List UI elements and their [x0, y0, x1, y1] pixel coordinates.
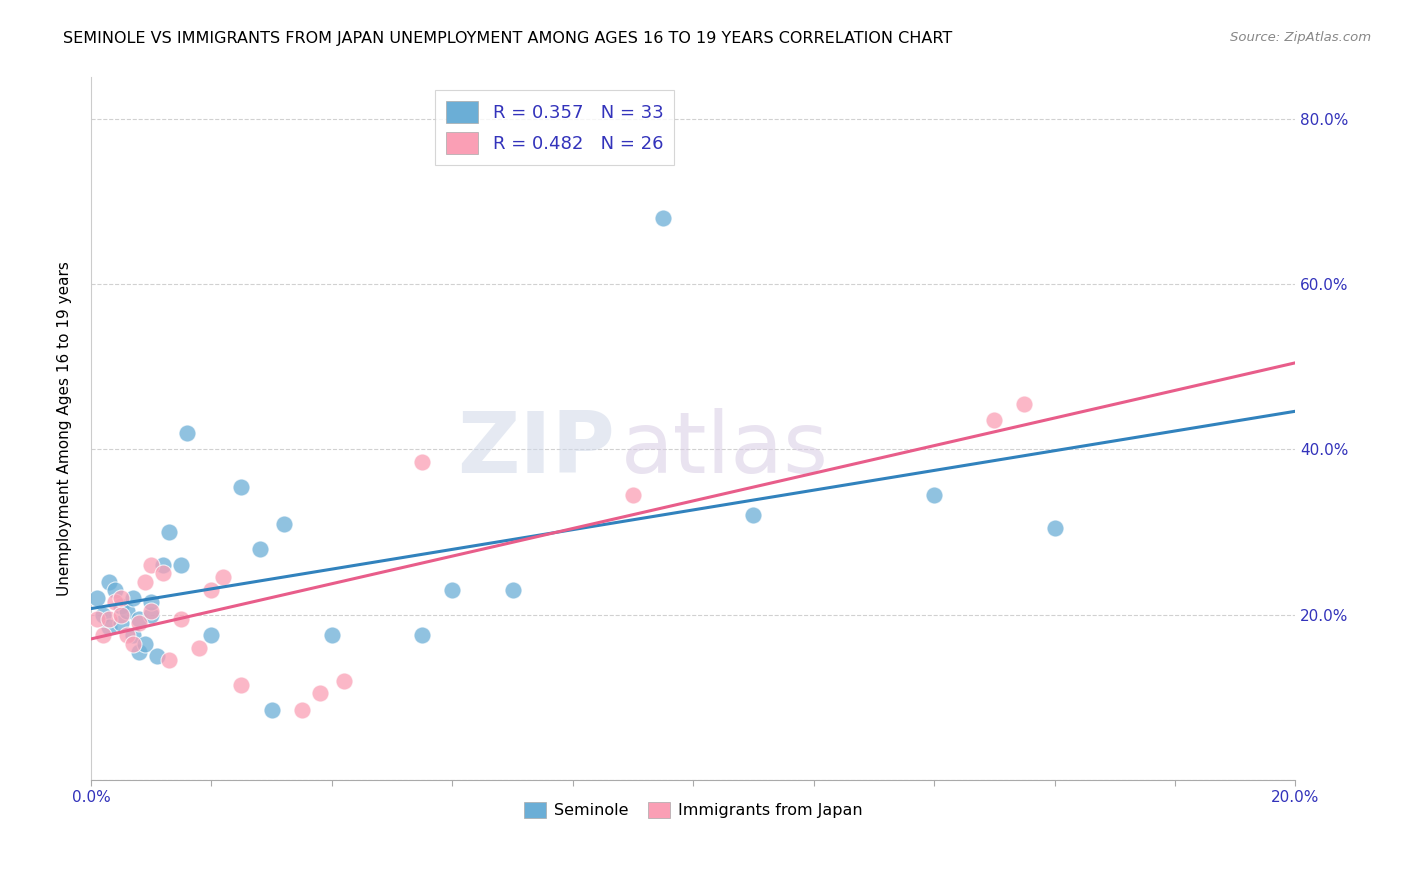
- Point: [922, 488, 945, 502]
- Point: [122, 637, 145, 651]
- Point: [249, 541, 271, 556]
- Point: [110, 591, 132, 606]
- Legend: Seminole, Immigrants from Japan: Seminole, Immigrants from Japan: [517, 796, 869, 825]
- Point: [115, 628, 138, 642]
- Point: [141, 595, 163, 609]
- Point: [98, 574, 121, 589]
- Point: [308, 686, 330, 700]
- Point: [152, 558, 174, 572]
- Point: [157, 653, 180, 667]
- Point: [122, 628, 145, 642]
- Point: [91, 628, 114, 642]
- Point: [333, 673, 356, 688]
- Point: [98, 612, 121, 626]
- Point: [146, 648, 169, 663]
- Point: [128, 645, 150, 659]
- Point: [652, 211, 675, 225]
- Point: [152, 566, 174, 581]
- Point: [291, 703, 314, 717]
- Point: [170, 558, 193, 572]
- Point: [742, 508, 765, 523]
- Y-axis label: Unemployment Among Ages 16 to 19 years: Unemployment Among Ages 16 to 19 years: [58, 261, 72, 596]
- Point: [110, 599, 132, 614]
- Point: [91, 607, 114, 622]
- Point: [212, 570, 235, 584]
- Point: [170, 612, 193, 626]
- Point: [502, 582, 524, 597]
- Point: [98, 620, 121, 634]
- Point: [621, 488, 644, 502]
- Point: [157, 524, 180, 539]
- Point: [110, 607, 132, 622]
- Point: [104, 595, 127, 609]
- Point: [141, 603, 163, 617]
- Point: [321, 628, 343, 642]
- Point: [231, 479, 253, 493]
- Point: [176, 425, 198, 440]
- Point: [115, 603, 138, 617]
- Point: [411, 628, 433, 642]
- Point: [104, 582, 127, 597]
- Text: atlas: atlas: [621, 409, 830, 491]
- Point: [86, 591, 108, 606]
- Point: [134, 574, 156, 589]
- Point: [141, 607, 163, 622]
- Point: [200, 582, 222, 597]
- Point: [231, 678, 253, 692]
- Text: ZIP: ZIP: [457, 409, 614, 491]
- Point: [441, 582, 464, 597]
- Point: [128, 612, 150, 626]
- Point: [188, 640, 211, 655]
- Point: [1014, 397, 1036, 411]
- Point: [86, 612, 108, 626]
- Point: [1043, 521, 1066, 535]
- Point: [200, 628, 222, 642]
- Point: [983, 413, 1005, 427]
- Point: [260, 703, 283, 717]
- Point: [141, 558, 163, 572]
- Point: [122, 591, 145, 606]
- Point: [128, 615, 150, 630]
- Text: SEMINOLE VS IMMIGRANTS FROM JAPAN UNEMPLOYMENT AMONG AGES 16 TO 19 YEARS CORRELA: SEMINOLE VS IMMIGRANTS FROM JAPAN UNEMPL…: [63, 31, 952, 46]
- Point: [134, 637, 156, 651]
- Point: [110, 615, 132, 630]
- Point: [273, 516, 295, 531]
- Text: Source: ZipAtlas.com: Source: ZipAtlas.com: [1230, 31, 1371, 45]
- Point: [411, 455, 433, 469]
